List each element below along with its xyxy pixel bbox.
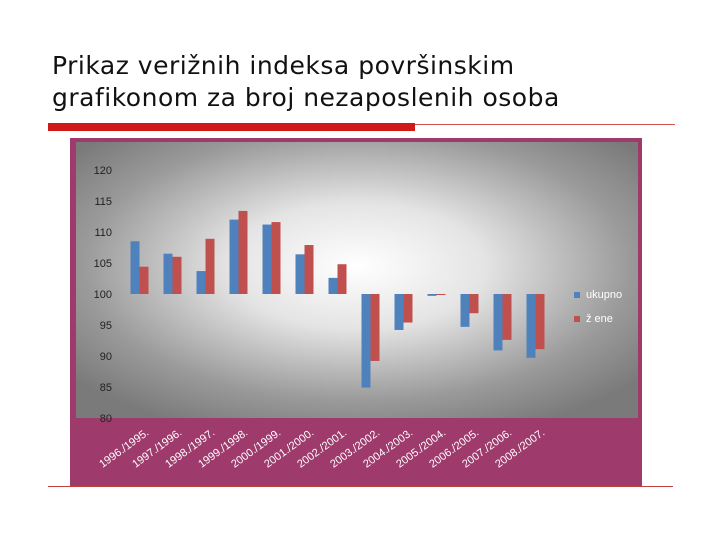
- bar-ukupno: [295, 254, 305, 294]
- y-tick-label: 105: [94, 258, 112, 270]
- y-tick-label: 120: [94, 165, 112, 177]
- bar-ukupno: [130, 241, 140, 294]
- bar-ukupno: [262, 224, 272, 294]
- bar-ukupno: [493, 294, 503, 351]
- legend-swatch: [574, 292, 580, 298]
- bar-žene: [436, 294, 446, 295]
- plot-area: [76, 142, 638, 418]
- bar-žene: [205, 238, 215, 294]
- bar-žene: [403, 294, 413, 323]
- bar-ukupno: [328, 277, 338, 294]
- bar-ukupno: [526, 294, 536, 358]
- y-tick-label: 90: [100, 351, 112, 363]
- y-tick-label: 85: [100, 382, 112, 394]
- bar-ukupno: [394, 294, 404, 330]
- bar-žene: [271, 222, 281, 294]
- y-tick-label: 115: [94, 196, 112, 208]
- bottom-rule: [48, 486, 673, 487]
- legend-swatch: [574, 316, 580, 322]
- bar-žene: [535, 294, 545, 350]
- bar-žene: [238, 210, 248, 294]
- bar-ukupno: [361, 294, 371, 388]
- bar-ukupno: [196, 271, 206, 294]
- title-accent-bar: [48, 123, 415, 131]
- bar-žene: [469, 294, 479, 314]
- bar-žene: [370, 294, 380, 361]
- chart-container: 80 85 90 95 100 105 110 115 120 1996./1995. 1997.…: [70, 138, 642, 486]
- slide-title: Prikaz verižnih indeksa površinskim graf…: [52, 51, 560, 112]
- legend-label: ukupno: [586, 289, 622, 301]
- bar-ukupno: [163, 253, 173, 294]
- bar-ukupno: [427, 294, 437, 296]
- bar-žene: [139, 266, 149, 294]
- y-tick-label: 100: [94, 289, 112, 301]
- bar-žene: [172, 256, 182, 294]
- bar-žene: [304, 245, 314, 294]
- bar-ukupno: [229, 219, 239, 294]
- y-tick-label: 95: [100, 320, 112, 332]
- legend-label: ž ene: [586, 313, 613, 325]
- bar-ukupno: [460, 294, 470, 327]
- bar-žene: [502, 294, 512, 340]
- y-tick-label: 110: [94, 227, 112, 239]
- y-tick-label: 80: [100, 413, 112, 425]
- bar-žene: [337, 264, 347, 294]
